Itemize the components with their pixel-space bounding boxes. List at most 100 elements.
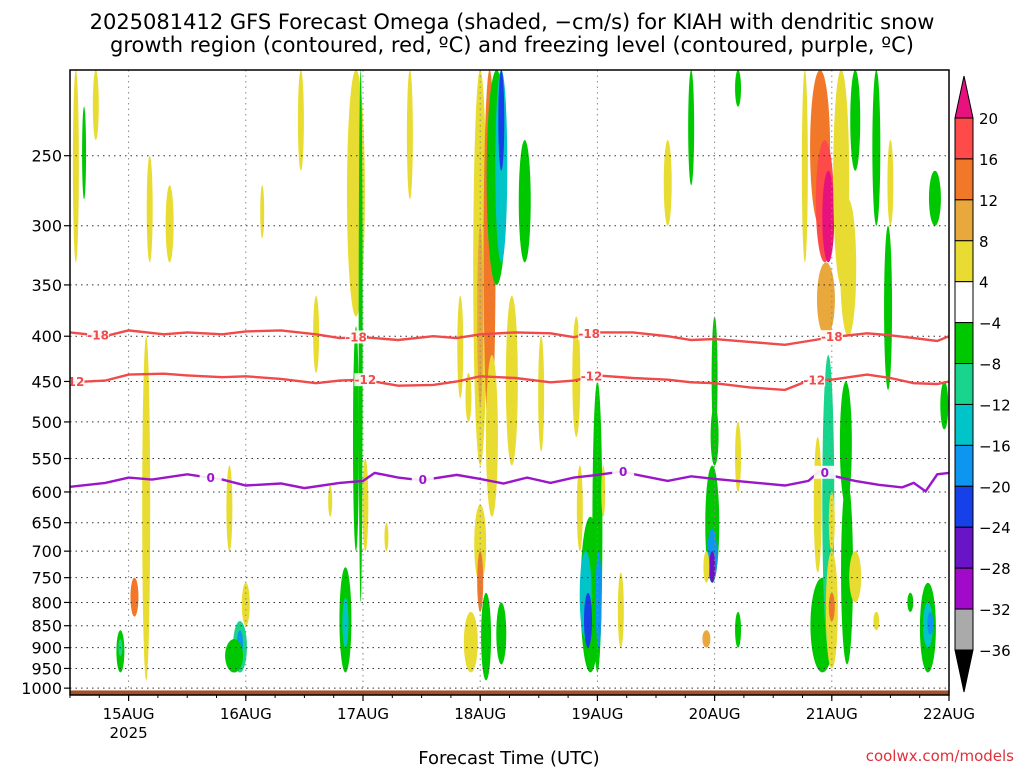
contour-label-bg	[70, 375, 85, 389]
grid-lines	[70, 70, 949, 695]
contour-label-bg	[820, 330, 843, 344]
omega-streak	[328, 485, 333, 517]
contour-label: -12	[63, 375, 85, 389]
plot-area: -18 -18 -18 -18 -12 -12 -12 -12 0 0 0 0	[63, 70, 949, 695]
omega-streak	[801, 70, 808, 263]
omega-streak	[709, 551, 716, 583]
colorbar-tick-label: −16	[979, 437, 1011, 455]
contour-label: -12	[355, 373, 377, 387]
omega-streak	[927, 611, 934, 635]
colorbar-segment	[954, 608, 974, 651]
omega-streak	[839, 381, 852, 505]
contour-line-freezing	[70, 469, 949, 493]
y-tick-label: 850	[31, 617, 62, 636]
x-tick-label: 16AUG	[220, 705, 272, 723]
y-tick-label: 750	[31, 569, 62, 588]
omega-streak	[72, 70, 79, 263]
colorbar-segment	[954, 117, 974, 160]
omega-streak	[702, 630, 711, 648]
omega-streak	[481, 592, 492, 681]
contour-label-bg	[411, 473, 434, 487]
omega-streak	[572, 316, 581, 437]
colorbar-segment	[954, 281, 974, 324]
y-tick-label: 700	[31, 542, 62, 561]
x-tick-label: 22AUG	[923, 705, 975, 723]
omega-streak	[872, 70, 881, 226]
omega-streak	[457, 295, 464, 399]
colorbar: 20 16 12 8 4 −4 −8 −12 −16 −20 −24 −28 −32 −36	[954, 75, 1011, 693]
omega-streak	[384, 522, 389, 552]
colorbar-tick-label: −20	[979, 478, 1011, 496]
ground-band	[70, 690, 949, 695]
omega-streak	[130, 577, 139, 617]
contour-label-bg	[813, 465, 836, 479]
omega-streak	[146, 155, 153, 263]
omega-streak	[406, 70, 413, 200]
omega-streak	[595, 551, 602, 648]
omega-streak	[940, 381, 949, 430]
y-tick-label: 550	[31, 450, 62, 469]
omega-streak	[663, 140, 672, 226]
y-tick-label: 300	[31, 217, 62, 236]
y-tick-label: 650	[31, 514, 62, 533]
omega-streak	[813, 436, 822, 573]
contour-label: 0	[821, 466, 829, 480]
colorbar-tick-label: 20	[979, 110, 998, 128]
colorbar-tick-label: −28	[979, 560, 1011, 578]
omega-streak	[342, 597, 349, 648]
x-tick-label: 21AUG	[806, 705, 858, 723]
contour-label-bg	[578, 327, 601, 341]
omega-streak	[584, 592, 593, 648]
omega-streak	[849, 551, 862, 603]
omega-streak	[688, 70, 695, 186]
contour-label: 0	[619, 465, 627, 479]
omega-streak	[463, 611, 478, 673]
colorbar-segment	[954, 363, 974, 405]
colorbar-tick-label: −4	[979, 315, 1001, 333]
colorbar-tick-label: −24	[979, 519, 1011, 537]
omega-streak	[816, 262, 835, 337]
colorbar-segment	[954, 322, 974, 365]
omega-streak	[735, 421, 742, 492]
omega-streak	[352, 326, 359, 552]
y-tick-label: 400	[31, 327, 62, 346]
colorbar-segment	[954, 567, 974, 610]
omega-streak	[873, 611, 880, 631]
x-axis-label: Forecast Time (UTC)	[418, 748, 599, 768]
colorbar-top-arrow	[954, 75, 974, 119]
omega-streak	[496, 602, 507, 665]
ground-fill	[70, 690, 949, 695]
y-tick-label: 350	[31, 276, 62, 295]
omega-streak	[841, 478, 854, 665]
omega-streak	[498, 70, 505, 171]
contour-label-bg	[344, 330, 367, 344]
colorbar-segment	[954, 526, 974, 569]
omega-streak	[703, 551, 710, 583]
omega-streak	[142, 336, 151, 681]
omega-streak	[260, 185, 265, 239]
colorbar-tick-label: −32	[979, 601, 1011, 619]
omega-streak	[601, 465, 606, 517]
omega-streak	[226, 465, 233, 552]
chart-title-line1: 2025081412 GFS Forecast Omega (shaded, −…	[90, 10, 935, 34]
x-tick-year-label: 2025	[110, 724, 148, 742]
omega-shading	[72, 70, 949, 681]
x-tick-label: 20AUG	[689, 705, 741, 723]
colorbar-tick-label: −36	[979, 642, 1011, 660]
y-axis: 250 300 350 400 450 500 550 600 650 700 750 800 850 9…	[21, 147, 70, 698]
x-axis: 15AUG 16AUG 17AUG 18AUG 19AUG 20AUG 21AUG 22AUG…	[69, 695, 975, 742]
credit-text: coolwx.com/models	[866, 747, 1014, 765]
omega-streak	[538, 336, 545, 452]
colorbar-bottom-arrow	[954, 649, 974, 693]
omega-streak	[711, 316, 718, 437]
contour-label: 0	[419, 473, 427, 487]
omega-streak	[735, 611, 742, 648]
omega-streak	[822, 170, 835, 263]
omega-streak	[617, 572, 624, 648]
colorbar-segment	[954, 485, 974, 528]
colorbar-tick-label: 12	[979, 192, 998, 210]
x-tick-label: 19AUG	[571, 705, 623, 723]
omega-streak	[576, 465, 583, 552]
colorbar-segment	[954, 403, 974, 446]
